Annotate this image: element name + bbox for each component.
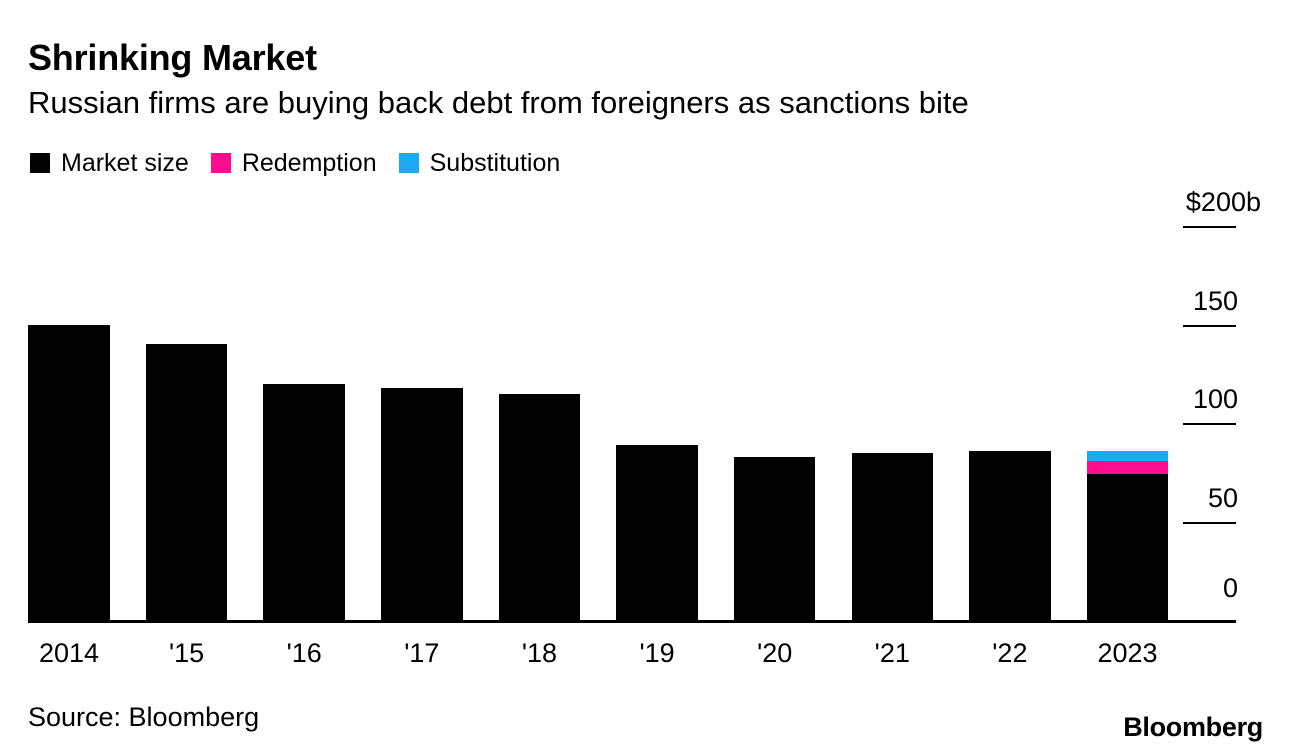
bar-segment-market-size — [145, 344, 228, 620]
bar-segment-market-size — [733, 456, 816, 620]
chart-subtitle: Russian firms are buying back debt from … — [28, 85, 969, 120]
bar-segment-market-size — [28, 324, 110, 620]
y-axis-tick — [1183, 521, 1236, 524]
y-axis-label-0: 0 — [1222, 573, 1238, 603]
bar-group--17 — [381, 387, 463, 620]
bar-segment-market-size — [381, 387, 463, 620]
y-axis-label-100: 100 — [1192, 384, 1238, 415]
legend-swatch-market-size — [30, 153, 50, 173]
x-axis-label--18: '18 — [521, 638, 558, 668]
bar-segment-market-size — [969, 450, 1051, 620]
bar-group--15 — [145, 344, 228, 620]
bloomberg-logo: Bloomberg — [1123, 712, 1263, 742]
bar-group--21 — [851, 452, 934, 620]
bar-group-2023 — [1086, 450, 1169, 620]
bar-segment-market-size — [263, 383, 345, 620]
y-axis-tick — [1183, 423, 1236, 426]
bar-segment-substitution — [1086, 450, 1169, 461]
legend-item-market-size: Market size — [30, 149, 189, 177]
x-axis-label-2014: 2014 — [38, 638, 100, 668]
bar-group--20 — [733, 456, 816, 620]
y-axis-tick — [1183, 324, 1236, 327]
bar-segment-market-size — [616, 444, 698, 620]
y-axis-tick — [1183, 226, 1236, 229]
bar-segment-market-size — [498, 393, 581, 620]
x-axis-label--19: '19 — [639, 638, 675, 668]
x-axis-label--20: '20 — [757, 638, 793, 668]
y-axis-label-150: 150 — [1192, 285, 1238, 316]
y-axis-label-50: 50 — [1207, 482, 1238, 513]
legend-item-redemption: Redemption — [210, 149, 377, 177]
bar-segment-market-size — [851, 452, 934, 620]
bar-group--16 — [263, 383, 345, 620]
bar-group--19 — [616, 444, 698, 620]
legend-item-substitution: Substitution — [398, 149, 561, 177]
bar-group--18 — [498, 393, 581, 620]
chart-legend: Market size Redemption Substitution — [30, 149, 560, 177]
legend-label: Market size — [61, 149, 189, 177]
bar-segment-market-size — [1086, 474, 1169, 620]
x-axis-label-2023: 2023 — [1097, 638, 1158, 668]
bar-group-2014 — [28, 324, 110, 620]
x-axis-label--15: '15 — [169, 638, 205, 668]
x-axis-label--17: '17 — [404, 638, 440, 668]
legend-swatch-redemption — [210, 153, 231, 173]
bar-segment-redemption — [1086, 460, 1169, 475]
legend-swatch-substitution — [398, 153, 419, 173]
x-axis-baseline — [28, 620, 1236, 623]
x-axis-label--16: '16 — [286, 638, 322, 668]
source-credit: Source: Bloomberg — [28, 702, 260, 732]
x-axis-label--22: '22 — [992, 638, 1028, 668]
bar-group--22 — [969, 450, 1051, 620]
legend-label: Substitution — [429, 149, 561, 177]
y-axis-label--200b: $200b — [1185, 187, 1261, 218]
legend-label: Redemption — [241, 149, 377, 177]
x-axis-label--21: '21 — [874, 638, 910, 668]
chart-title: Shrinking Market — [28, 37, 317, 78]
